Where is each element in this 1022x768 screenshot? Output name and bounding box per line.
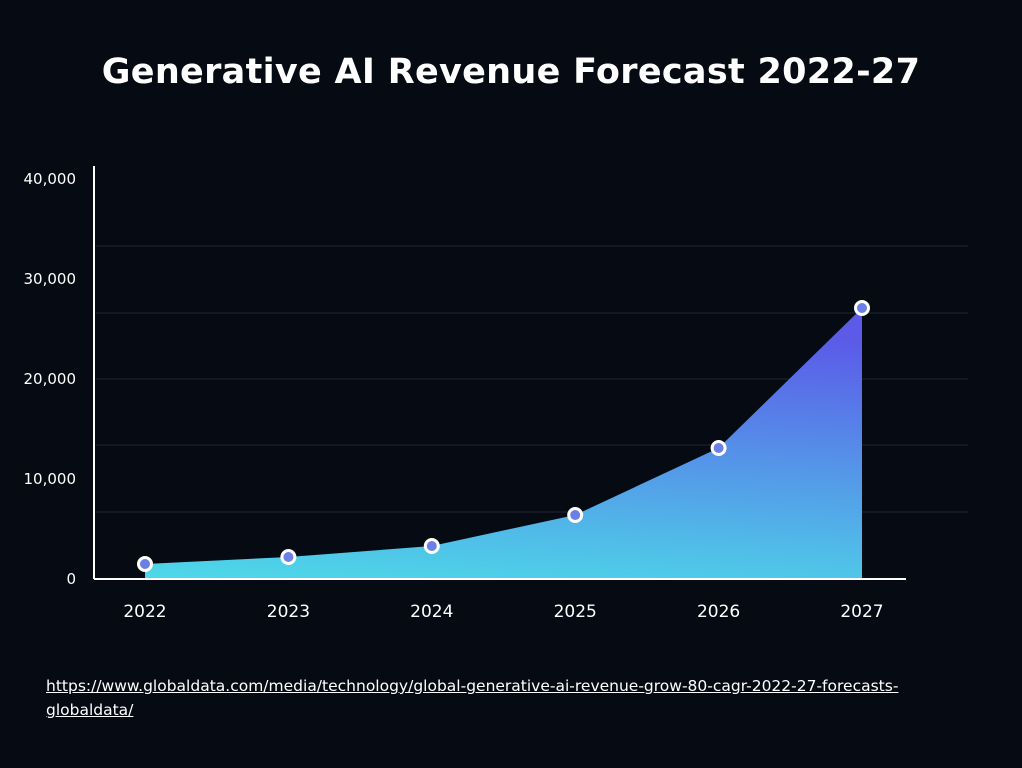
data-point-2027[interactable] [854,300,870,316]
x-tick-label: 2026 [697,602,740,622]
y-tick-label: 40,000 [24,170,77,188]
area-fill [145,308,862,578]
y-tick-label: 0 [66,570,76,588]
data-point-2026[interactable] [710,440,727,456]
x-tick-label: 2027 [840,602,883,622]
data-point-2023[interactable] [280,549,297,565]
y-tick-label: 30,000 [24,270,77,288]
data-point-2024[interactable] [423,538,440,554]
y-tick-label: 20,000 [24,370,77,388]
area-chart: 0 10,000 20,000 30,000 40,000 2022 2023 2024 20… [24,166,968,622]
x-tick-label: 2022 [123,602,166,622]
source-link[interactable]: https://www.globaldata.com/media/technol… [46,677,899,719]
data-point-2022[interactable] [137,556,153,572]
data-point-2025[interactable] [567,507,584,523]
x-tick-label: 2024 [410,602,453,622]
chart-title: Generative AI Revenue Forecast 2022-27 [101,52,921,92]
x-tick-label: 2023 [267,602,310,622]
x-tick-label: 2025 [554,602,597,622]
y-tick-label: 10,000 [24,470,77,488]
